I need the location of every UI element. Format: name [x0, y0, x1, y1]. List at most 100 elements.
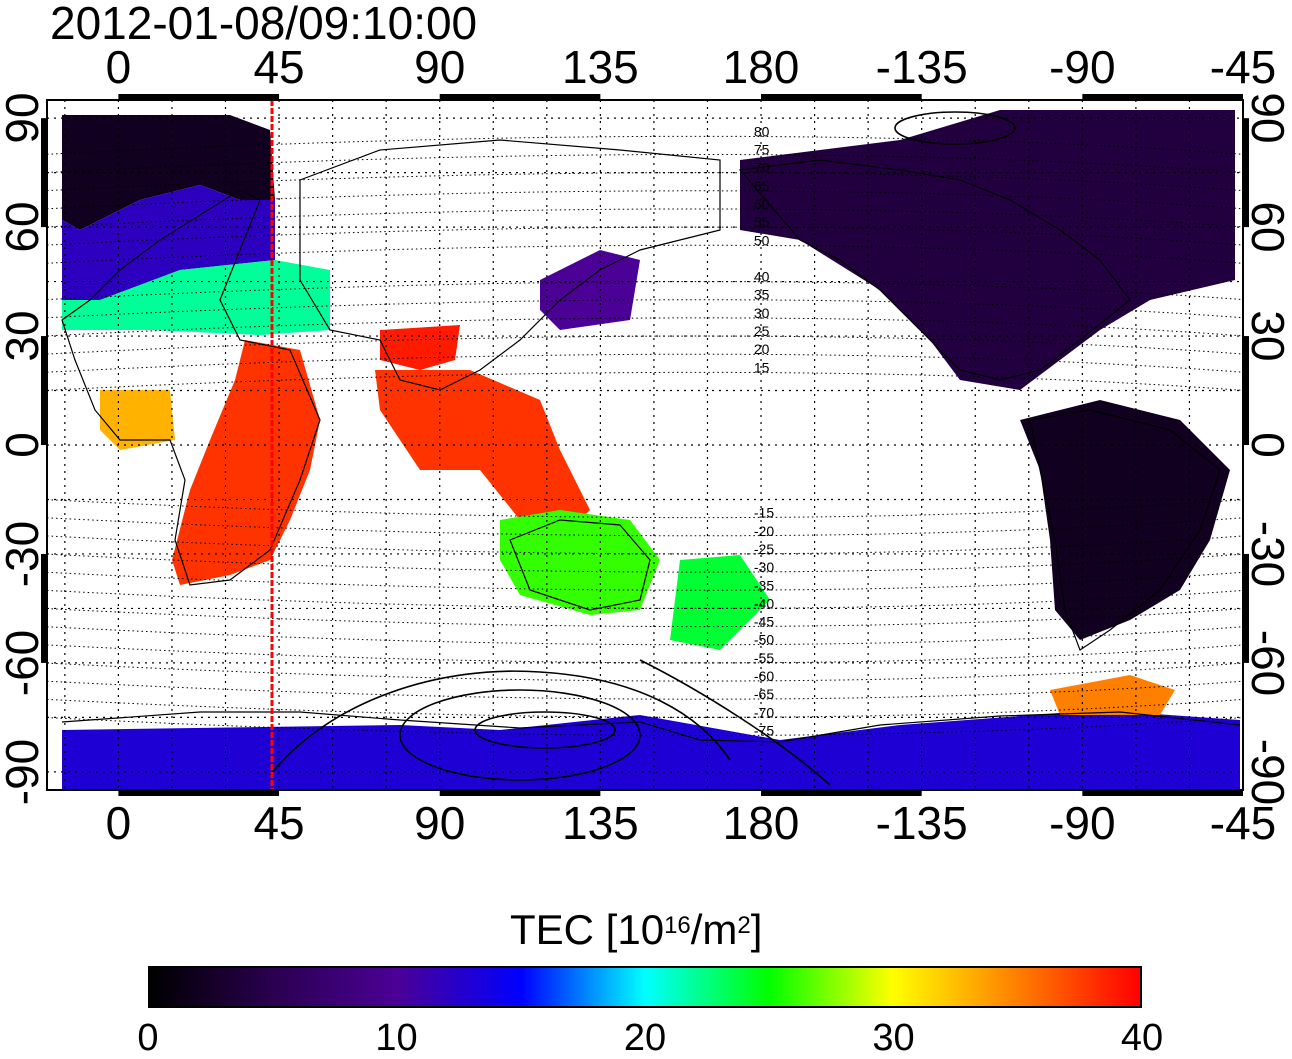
tec-region-antarctica: [62, 710, 1240, 790]
contour-line: [47, 517, 1243, 537]
contour-label: 75: [754, 141, 770, 157]
lon-tick-top: -90: [1049, 41, 1116, 93]
contour-line: [47, 208, 1243, 228]
lon-tick-bottom: 45: [253, 797, 305, 849]
colorbar-tick: 10: [375, 1017, 418, 1059]
colorbar-tick: 20: [623, 1017, 667, 1059]
coast-north-america: [738, 159, 1131, 381]
lat-tick-left: -30: [0, 520, 48, 588]
frame-bar-bottom: [439, 790, 601, 796]
tec-region-europe-south: [62, 260, 330, 335]
tec-region-europe-mid: [62, 185, 275, 300]
lon-tick-bottom: -135: [875, 797, 968, 849]
contour-label: 40: [754, 269, 770, 285]
contour-south-arc2: [639, 659, 831, 786]
contour-label: -25: [754, 541, 774, 557]
lon-tick-top: 90: [414, 41, 466, 93]
contour-line: [47, 680, 1243, 700]
frame-bar-right: [1243, 553, 1249, 663]
magnetic-latitude-contours: [47, 111, 1243, 786]
contour-label: -55: [754, 650, 774, 666]
contour-line: [47, 190, 1243, 210]
contour-label: 30: [754, 305, 770, 321]
contour-line: [47, 644, 1243, 664]
tec-region-southeast-asia: [375, 370, 590, 540]
contour-label: -30: [754, 559, 774, 575]
contour-label: -45: [754, 614, 774, 630]
contour-label: -75: [754, 723, 774, 739]
contour-line: [47, 626, 1243, 646]
lat-tick-left: -60: [0, 629, 48, 697]
frame-bar-top: [761, 94, 922, 100]
lon-tick-bottom: 135: [561, 797, 639, 849]
contour-south-arc: [269, 670, 731, 776]
contour-line: [47, 698, 1243, 718]
contour-line: [47, 317, 1243, 337]
lat-tick-right: 30: [1242, 310, 1292, 362]
frame-bar-right: [1243, 118, 1249, 228]
contour-pole-south-inner: [474, 711, 616, 749]
contour-label: -60: [754, 668, 774, 684]
lon-tick-bottom: -90: [1049, 797, 1116, 849]
tec-data-layer: [62, 110, 1240, 790]
contour-line: [47, 499, 1243, 519]
frame-bar-left: [41, 553, 47, 663]
lat-tick-left: -90: [0, 738, 48, 806]
lon-tick-top: 180: [722, 41, 800, 93]
contour-line: [47, 608, 1243, 628]
contour-label: 35: [754, 287, 770, 303]
colorbar-label: TEC [1016/m2]: [510, 906, 763, 953]
frame-bar-bottom: [118, 790, 280, 796]
contour-label: 50: [754, 232, 770, 248]
colorbar: [148, 966, 1142, 1008]
coast-australia: [509, 519, 651, 611]
frame-bar-left: [41, 118, 47, 228]
contour-line: [47, 153, 1243, 173]
contour-label: 20: [754, 341, 770, 357]
contour-label: 25: [754, 323, 770, 339]
map-title: 2012-01-08/09:10:00: [50, 0, 478, 49]
frame-bar-top: [118, 94, 280, 100]
contour-label: 80: [754, 123, 770, 139]
colorbar-tick: 0: [137, 1017, 159, 1059]
lat-tick-right: -30: [1242, 520, 1292, 588]
contour-label: 55: [754, 214, 770, 230]
lon-tick-top: -45: [1209, 41, 1277, 93]
lon-tick-bottom: 90: [414, 797, 466, 849]
contour-label: -70: [754, 704, 774, 720]
contour-line: [47, 717, 1243, 737]
contour-label: -20: [754, 523, 774, 539]
frame-bar-bottom: [761, 790, 922, 796]
tec-region-africa: [172, 340, 320, 585]
contour-line: [47, 135, 1243, 155]
tec-region-europe-north: [62, 115, 275, 230]
lat-tick-left: 90: [0, 92, 48, 144]
tec-region-south-atlantic: [1050, 675, 1175, 715]
lat-lon-grid: [47, 100, 1243, 790]
contour-line: [47, 353, 1243, 373]
frame-bar-top: [1082, 94, 1243, 100]
contour-line: [47, 335, 1243, 355]
coast-antarctica: [61, 711, 1241, 743]
contour-line: [47, 299, 1243, 319]
contour-label: -15: [754, 505, 774, 521]
contour-line: [47, 535, 1243, 555]
lat-tick-right: 90: [1242, 92, 1292, 144]
contour-line: [47, 553, 1243, 573]
lat-tick-right: -60: [1242, 629, 1292, 697]
contour-label: 60: [754, 196, 770, 212]
lon-tick-bottom: 180: [722, 797, 800, 849]
lon-tick-bottom: 0: [105, 797, 132, 849]
colorbar-tick: 30: [872, 1017, 915, 1059]
contour-label: -40: [754, 595, 774, 611]
coastlines: [61, 139, 1241, 743]
tec-region-east-asia: [540, 250, 640, 330]
contour-line: [47, 244, 1243, 264]
frame-bar-bottom: [1082, 790, 1243, 796]
lon-tick-bottom: -45: [1209, 797, 1277, 849]
contour-label: 15: [754, 359, 770, 375]
contour-label: -65: [754, 686, 774, 702]
coast-europe-africa: [61, 189, 321, 586]
contour-line: [47, 226, 1243, 246]
